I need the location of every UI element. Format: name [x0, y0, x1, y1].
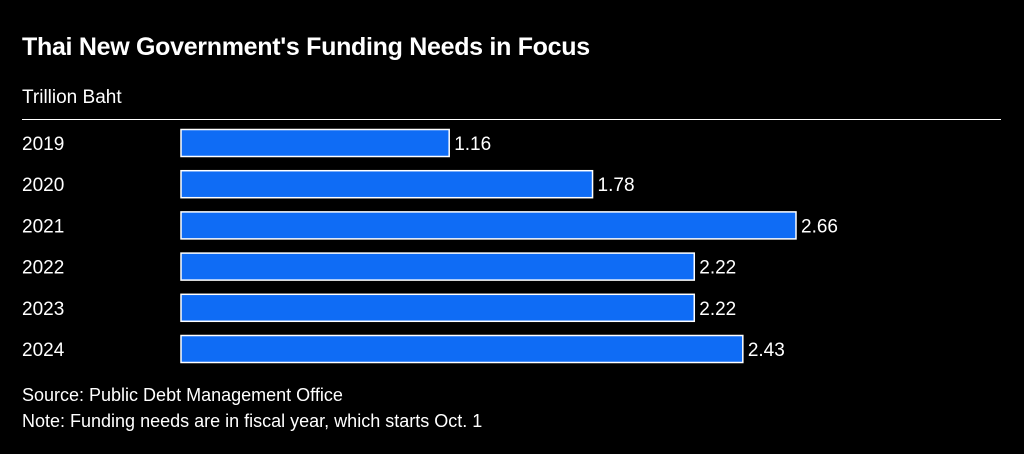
category-label: 2020: [22, 175, 64, 196]
bar: [180, 128, 450, 158]
category-label: 2021: [22, 216, 64, 237]
category-label: 2024: [22, 340, 65, 361]
value-label: 1.16: [454, 134, 491, 155]
bar: [180, 211, 797, 240]
category-label: 2022: [22, 258, 64, 279]
unit-label: Trillion Baht: [22, 87, 122, 108]
category-label: 2019: [22, 134, 64, 155]
category-label: 2023: [22, 299, 64, 320]
header-rule: [22, 119, 1001, 120]
value-label: 2.43: [748, 340, 785, 361]
source-note: Source: Public Debt Management Office: [22, 385, 343, 405]
footnote: Note: Funding needs are in fiscal year, …: [22, 411, 483, 431]
bar: [180, 169, 594, 199]
bar: [180, 334, 744, 364]
chart-title: Thai New Government's Funding Needs in F…: [22, 33, 590, 61]
bar: [180, 293, 696, 323]
value-label: 1.78: [598, 175, 635, 196]
value-label: 2.22: [699, 299, 736, 320]
value-label: 2.22: [699, 258, 736, 279]
value-label: 2.66: [801, 216, 838, 237]
bar: [180, 252, 696, 281]
